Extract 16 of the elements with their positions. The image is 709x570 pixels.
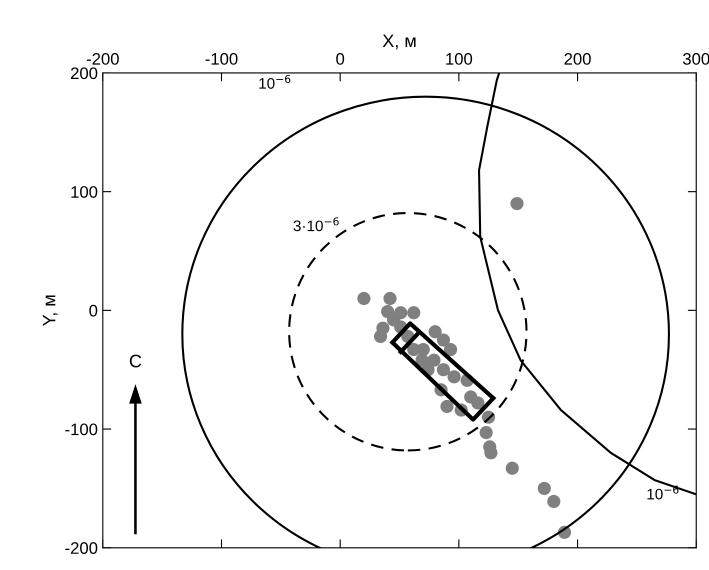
x-axis-title: X, м — [382, 34, 416, 50]
x-tick-label: 300 — [682, 53, 709, 65]
y-tick-label: 200 — [70, 67, 98, 80]
annotation: С — [130, 354, 142, 368]
annotation: 3·10$^{−6}$ — [293, 217, 339, 232]
x-tick-label: -200 — [86, 53, 119, 65]
x-tick-label: 0 — [336, 53, 344, 65]
x-tick-label: 100 — [446, 53, 472, 65]
x-tick-label: -100 — [206, 53, 238, 65]
x-tick-label: 200 — [564, 53, 591, 65]
y-axis-title: Y, м — [42, 296, 58, 326]
y-tick-label: -200 — [65, 542, 98, 554]
y-tick-label: -100 — [65, 423, 98, 436]
annotation: 10$^{−6}$ — [259, 74, 290, 89]
y-tick-label: 0 — [89, 304, 98, 317]
y-tick-label: 100 — [71, 186, 98, 198]
